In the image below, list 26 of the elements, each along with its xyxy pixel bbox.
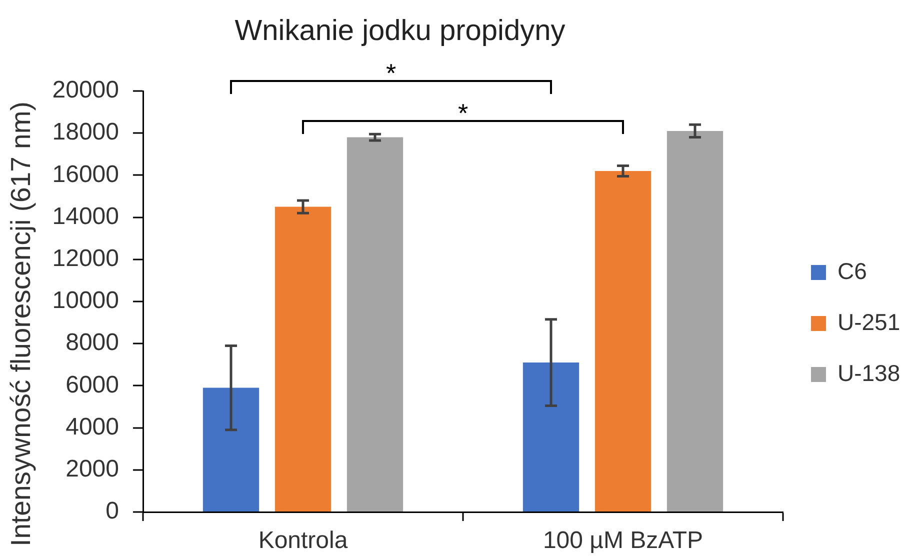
bar [666, 130, 724, 512]
legend-label: U-251 [838, 308, 900, 335]
y-tick-label: 0 [106, 498, 119, 525]
bar [274, 206, 332, 512]
y-tick-label: 20000 [52, 76, 119, 104]
legend-label: C6 [838, 258, 867, 284]
y-tick-label: 2000 [66, 456, 119, 483]
y-axis-title: Intensywność fluorescencji (617 nm) [4, 102, 36, 546]
y-tick-label: 12000 [52, 245, 119, 272]
legend-label: U-138 [838, 360, 900, 386]
y-tick-label: 14000 [52, 202, 119, 230]
y-tick-label: 8000 [66, 329, 119, 356]
y-tick-label: 6000 [66, 371, 119, 398]
annotation: * [458, 98, 468, 128]
x-tick-label: 100 µM BzATP [542, 527, 704, 554]
bar [522, 362, 580, 512]
y-tick-label: 10000 [52, 287, 119, 314]
y-tick-label: 18000 [52, 118, 119, 146]
x-tick-label: Kontrola [258, 527, 348, 554]
bar [202, 388, 260, 512]
bar [346, 137, 404, 512]
bar [594, 170, 652, 512]
chart-title: Wnikanie jodku propidyny [234, 14, 566, 49]
y-tick-label: 16000 [52, 160, 119, 188]
y-tick-label: 4000 [66, 413, 119, 440]
text: * [386, 58, 396, 88]
